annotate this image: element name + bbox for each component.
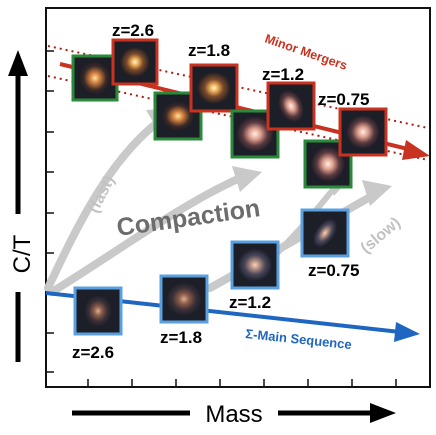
minor-mergers-arrowhead: [402, 140, 430, 160]
redshift-label: z=0.75: [318, 90, 370, 109]
galaxy-stamp: [338, 107, 388, 157]
redshift-label: z=0.75: [308, 261, 360, 280]
galaxy-stamp: [189, 63, 239, 113]
galaxy-stamp: [300, 208, 350, 258]
redshift-label: z=2.6: [112, 21, 154, 40]
galaxy-stamp: [159, 274, 209, 324]
x-axis-arrow: [72, 403, 396, 423]
galaxy-stamp: [303, 139, 353, 189]
fast-compaction-arrow: [44, 118, 162, 292]
galaxy-stamp: [266, 81, 316, 131]
redshift-label: z=1.8: [160, 328, 202, 347]
bottom-ticks: [87, 379, 397, 387]
redshift-label: z=1.2: [229, 293, 271, 312]
redshift-label: z=1.8: [188, 41, 230, 60]
galaxy-stamp: [71, 54, 119, 102]
galaxy-stamp: [73, 286, 123, 336]
plot-frame: [45, 7, 431, 388]
galaxy-stamp: [153, 91, 203, 141]
x-axis-label: Mass: [205, 401, 262, 428]
y-axis-arrow: [8, 50, 28, 362]
fast-label: (fast): [85, 173, 118, 216]
galaxy-stamp: [111, 38, 159, 86]
main-sequence-redshift-labels: z=2.6 z=1.8 z=1.2 z=0.75: [72, 261, 360, 362]
compact-redshift-labels: z=2.6 z=1.8 z=1.2 z=0.75: [112, 21, 370, 109]
main-sequence-arrowhead: [394, 322, 420, 342]
galaxy-stamp: [230, 240, 280, 290]
main-sequence-label: Σ-Main Sequence: [245, 326, 353, 352]
redshift-label: z=1.2: [262, 65, 304, 84]
redshift-label: z=2.6: [72, 343, 114, 362]
slow-label: (slow): [358, 214, 404, 257]
y-axis-label: C/T: [9, 234, 36, 273]
mid-compaction-arrow: [48, 174, 244, 296]
main-sequence-galaxy-stamps: [73, 208, 350, 336]
left-ticks: [46, 50, 54, 373]
compact-galaxy-stamps: [71, 38, 388, 189]
